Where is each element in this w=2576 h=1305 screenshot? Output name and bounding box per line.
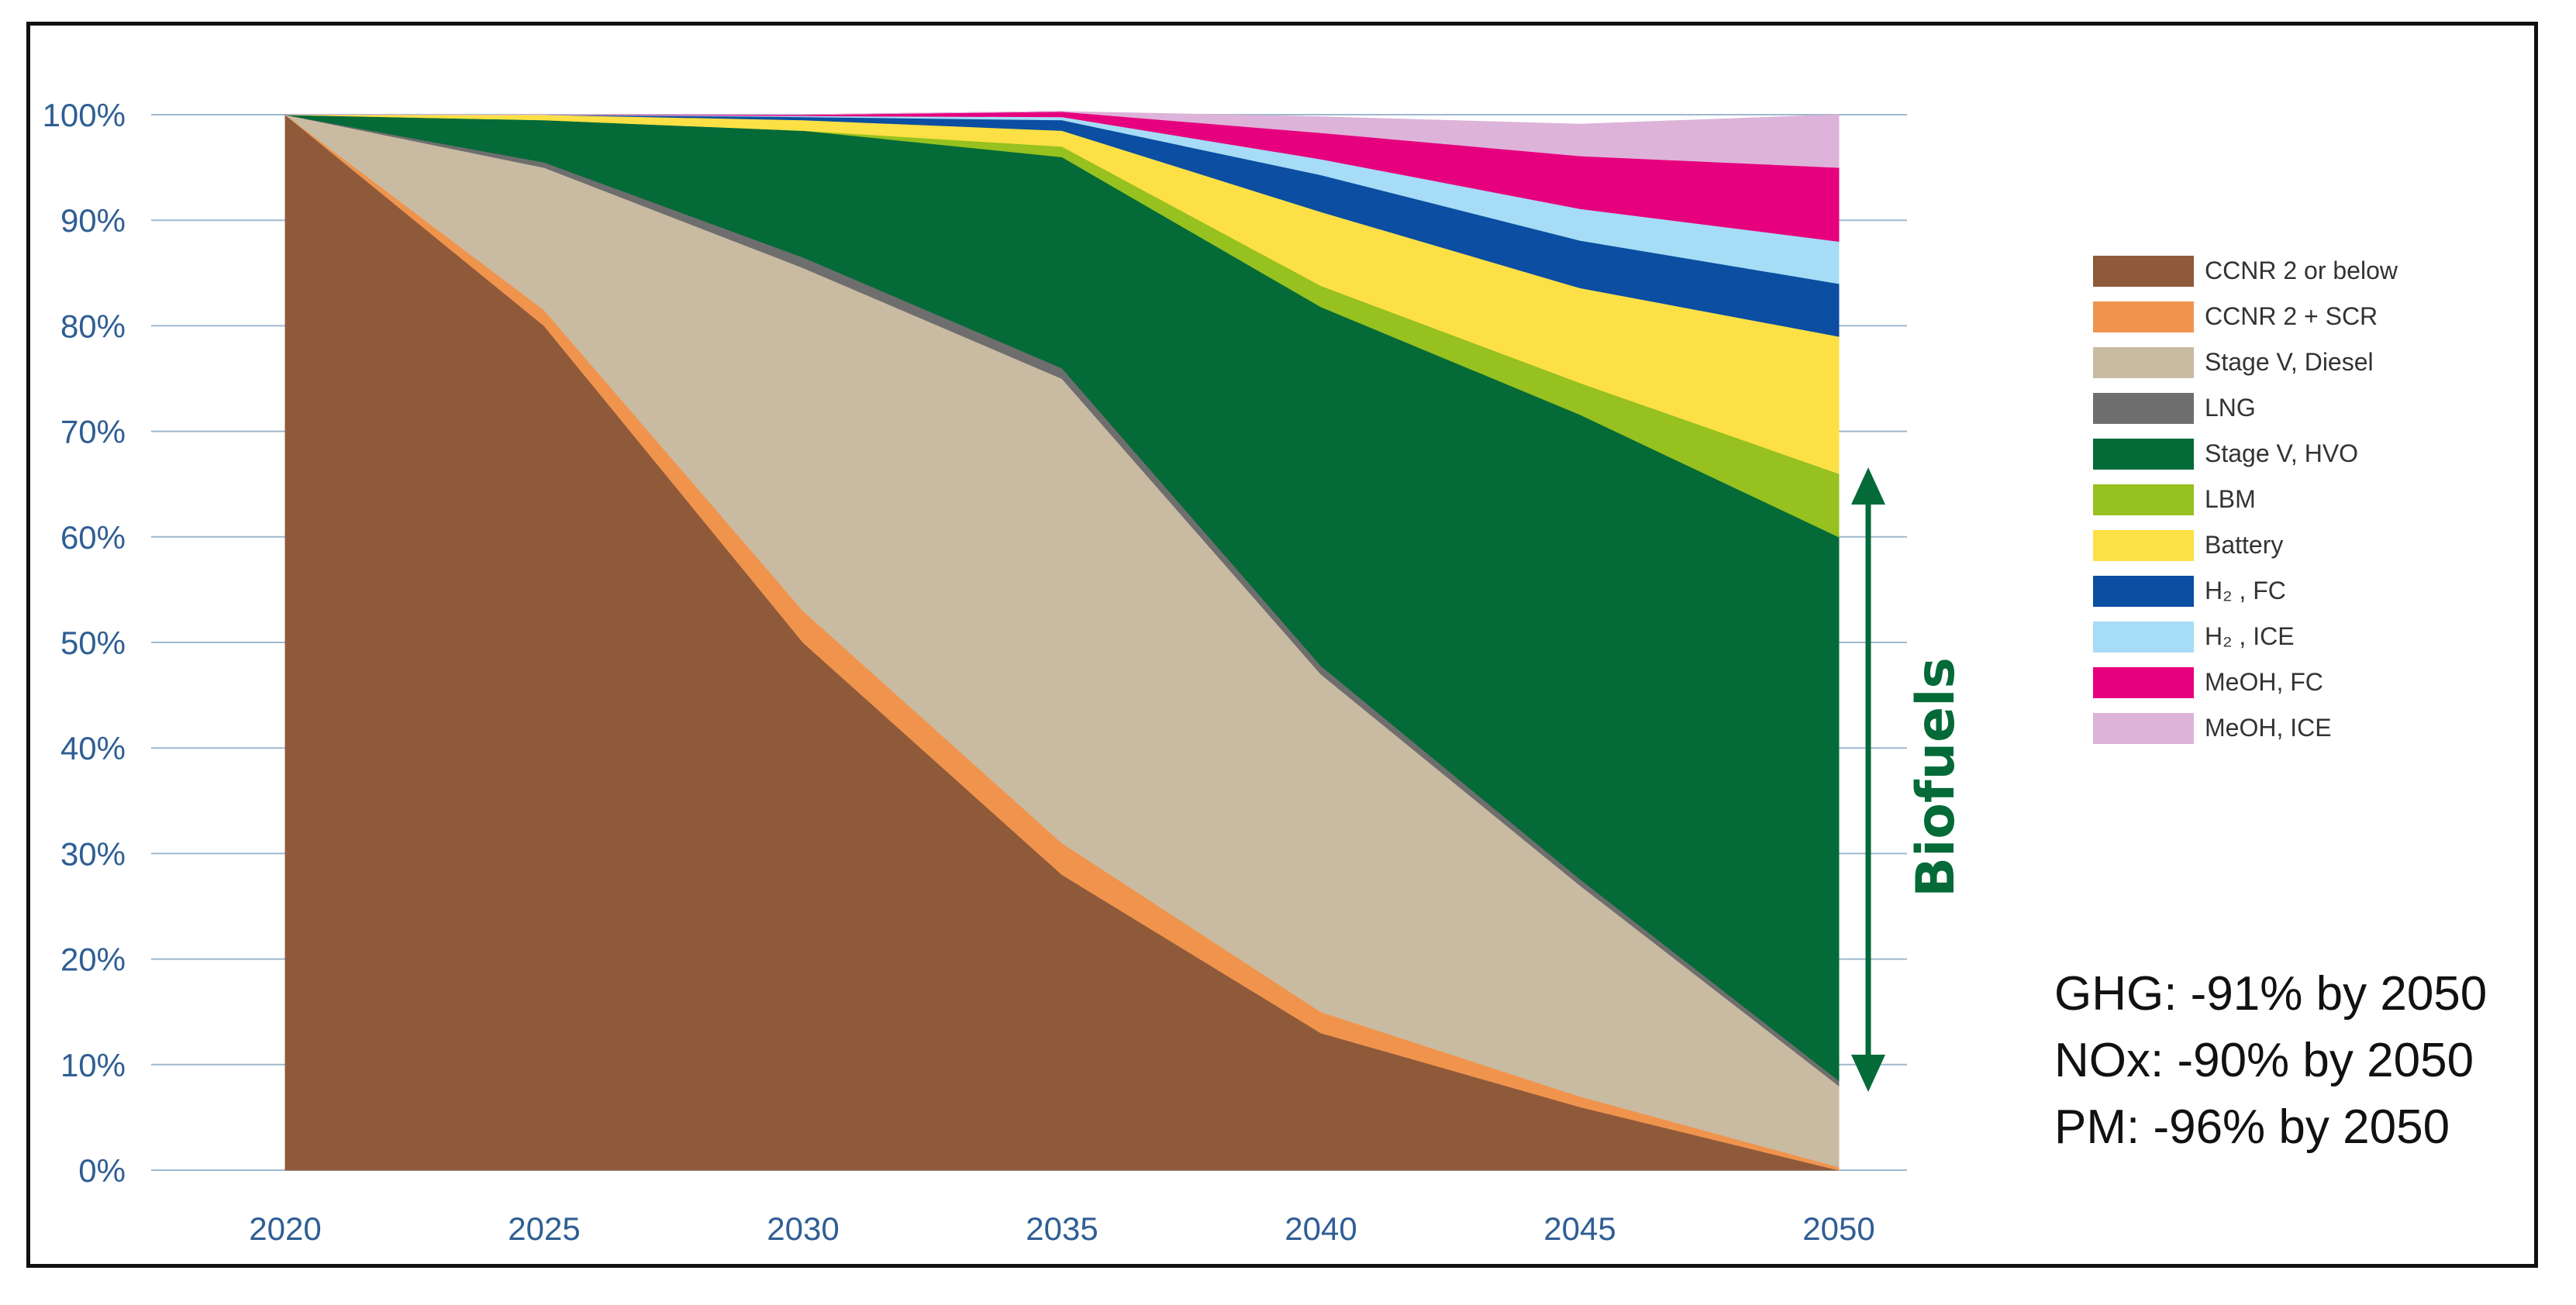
x-axis-ticks: 2020 2025 2030 2035 2040 2045 2050: [249, 1210, 1874, 1247]
legend-swatch: [2093, 484, 2194, 515]
x-tick-label: 2045: [1543, 1210, 1616, 1247]
legend-item: H₂ , ICE: [2093, 614, 2426, 659]
legend-swatch: [2093, 438, 2194, 470]
area-series: [284, 111, 1840, 1171]
legend-item: CCNR 2 or below: [2093, 248, 2426, 294]
reduction-notes: GHG: -91% by 2050 NOx: -90% by 2050 PM: …: [2054, 961, 2487, 1161]
legend-swatch: [2093, 666, 2194, 698]
legend-label: LBM: [2205, 485, 2256, 513]
y-tick-label: 20%: [60, 942, 126, 978]
y-tick-label: 90%: [60, 202, 126, 239]
legend-label: H₂ , FC: [2205, 577, 2286, 604]
legend-item: Battery: [2093, 522, 2426, 568]
biofuels-arrow-head-top: [1851, 467, 1885, 505]
note-ghg: GHG: -91% by 2050: [2054, 967, 2488, 1021]
note-nox: NOx: -90% by 2050: [2054, 1034, 2474, 1087]
legend-swatch: [2093, 621, 2194, 652]
x-tick-label: 2035: [1026, 1210, 1098, 1247]
biofuels-label: Biofuels: [1905, 657, 1967, 897]
legend-label: Battery: [2205, 531, 2284, 559]
y-tick-label: 0%: [78, 1152, 126, 1189]
x-tick-label: 2020: [249, 1210, 321, 1247]
legend-swatch: [2093, 301, 2194, 332]
y-tick-label: 80%: [60, 308, 126, 344]
legend-swatch: [2093, 712, 2194, 744]
y-tick-label: 100%: [43, 97, 126, 133]
x-tick-label: 2025: [508, 1210, 580, 1247]
y-axis-ticks: 0% 10% 20% 30% 40% 50% 60% 70% 80% 90% 100%: [43, 97, 126, 1189]
x-tick-label: 2040: [1285, 1210, 1357, 1247]
legend-swatch: [2093, 346, 2194, 378]
legend-item: Stage V, HVO: [2093, 431, 2426, 477]
legend-label: Stage V, HVO: [2205, 439, 2359, 467]
y-tick-label: 30%: [60, 835, 126, 872]
legend-item: LNG: [2093, 385, 2426, 431]
biofuels-annotation: Biofuels: [1851, 467, 1967, 1093]
legend-swatch: [2093, 392, 2194, 424]
y-tick-label: 10%: [60, 1047, 126, 1083]
legend-item: MeOH, ICE: [2093, 705, 2426, 751]
legend-label: MeOH, ICE: [2205, 714, 2332, 742]
legend-label: Stage V, Diesel: [2205, 348, 2374, 376]
legend-item: CCNR 2 + SCR: [2093, 294, 2426, 339]
legend-swatch: [2093, 255, 2194, 287]
biofuels-arrow-head-bottom: [1851, 1055, 1885, 1093]
legend-swatch: [2093, 529, 2194, 561]
legend-label: H₂ , ICE: [2205, 622, 2295, 650]
legend-item: MeOH, FC: [2093, 659, 2426, 705]
y-tick-label: 40%: [60, 730, 126, 766]
legend-label: LNG: [2205, 394, 2256, 422]
y-tick-label: 50%: [60, 625, 126, 661]
legend: CCNR 2 or below CCNR 2 + SCR Stage V, Dies…: [2093, 248, 2426, 751]
legend-item: Stage V, Diesel: [2093, 339, 2426, 385]
legend-item: LBM: [2093, 477, 2426, 522]
legend-label: CCNR 2 + SCR: [2205, 302, 2378, 330]
x-tick-label: 2050: [1802, 1210, 1874, 1247]
legend-item: H₂ , FC: [2093, 568, 2426, 614]
chart-frame: [26, 22, 2538, 1268]
area-meoh-ice: [285, 111, 1840, 168]
note-pm: PM: -96% by 2050: [2054, 1100, 2450, 1154]
legend-swatch: [2093, 575, 2194, 607]
y-tick-label: 60%: [60, 519, 126, 556]
y-tick-label: 70%: [60, 414, 126, 450]
legend-label: CCNR 2 or below: [2205, 257, 2398, 284]
x-tick-label: 2030: [767, 1210, 839, 1247]
legend-label: MeOH, FC: [2205, 668, 2323, 696]
